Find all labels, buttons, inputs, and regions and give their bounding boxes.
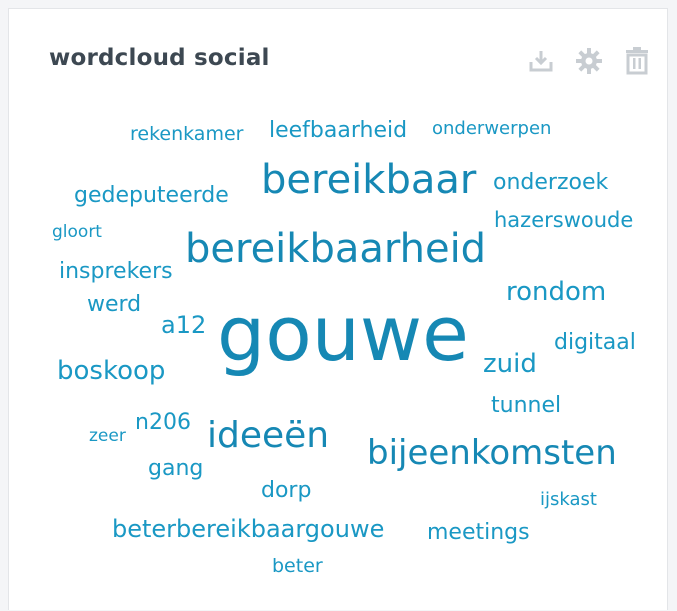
word-gouwe: gouwe [217,289,469,378]
word-insprekers: insprekers [59,259,173,284]
word-beterbereikbaargouwe: beterbereikbaargouwe [112,515,385,543]
wordcloud-card: wordcloud social [8,8,668,610]
word-ijskast: ijskast [540,489,597,510]
word-bereikbaar: bereikbaar [261,157,477,203]
word-gang: gang [148,456,204,481]
word-cloud: rekenkamer leefbaarheid onderwerpen bere… [9,9,669,611]
widget-title: wordcloud social [49,45,270,71]
word-zeer: zeer [89,426,126,446]
word-ideeen: ideeën [207,415,330,456]
word-onderzoek: onderzoek [493,170,609,195]
word-n206: n206 [135,410,191,435]
word-bijeenkomsten: bijeenkomsten [367,433,617,473]
widget-toolbar [525,45,653,77]
word-a12: a12 [161,311,207,339]
delete-button[interactable] [621,45,653,77]
word-rondom: rondom [506,277,607,307]
word-zuid: zuid [483,349,537,379]
gear-icon [575,47,603,75]
word-gedeputeerde: gedeputeerde [74,183,229,208]
word-hazerswoude: hazerswoude [494,208,634,232]
word-dorp: dorp [261,478,312,503]
word-digitaal: digitaal [554,330,636,355]
trash-icon [624,47,650,75]
word-rekenkamer: rekenkamer [130,123,244,145]
word-werd: werd [87,292,142,317]
word-onderwerpen: onderwerpen [432,118,552,139]
word-bereikbaarheid: bereikbaarheid [185,226,487,272]
word-meetings: meetings [427,520,530,545]
download-icon [528,48,554,74]
word-boskoop: boskoop [57,356,166,386]
download-button[interactable] [525,45,557,77]
settings-button[interactable] [573,45,605,77]
word-leefbaarheid: leefbaarheid [269,118,408,143]
word-tunnel: tunnel [491,393,562,418]
word-beter: beter [272,555,323,577]
word-gloort: gloort [52,222,102,242]
